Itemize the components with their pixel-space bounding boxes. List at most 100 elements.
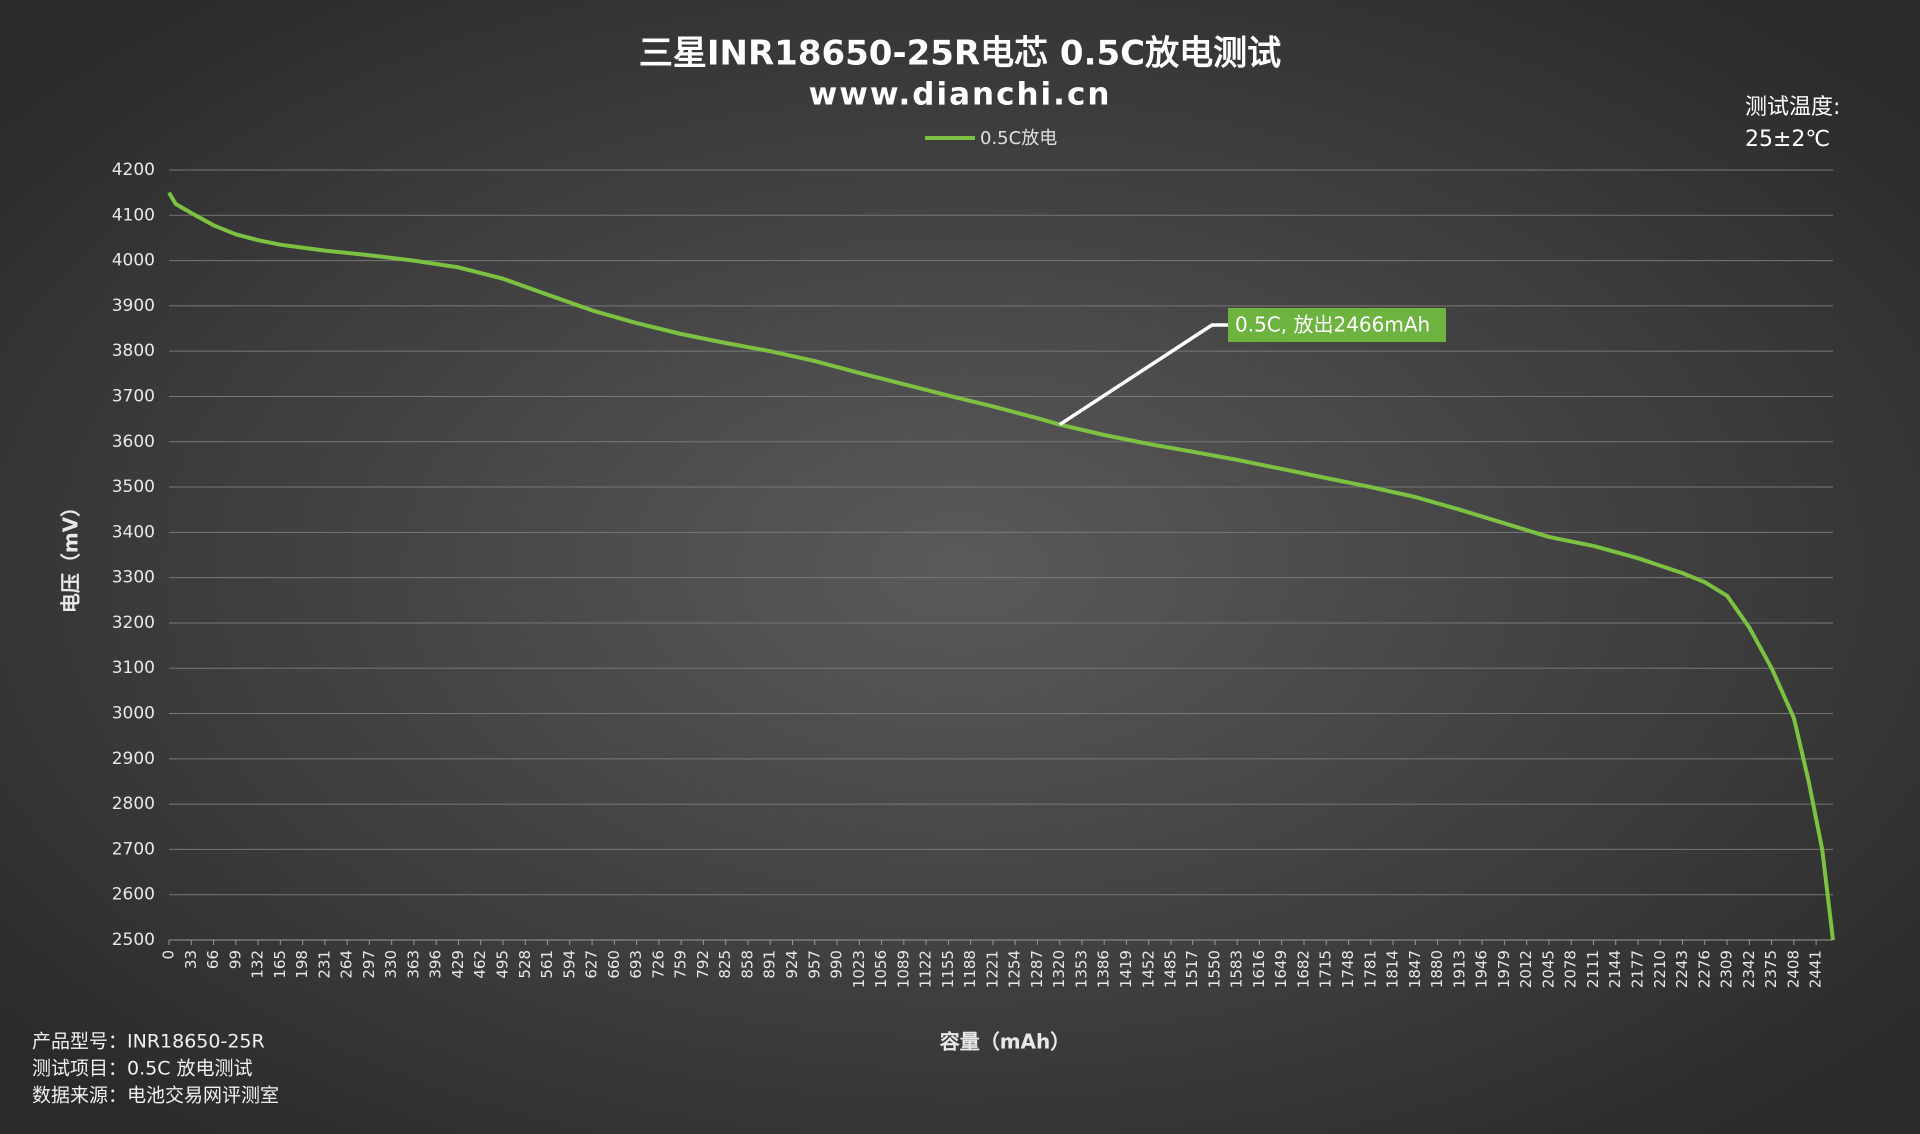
legend-label: 0.5C放电 (980, 128, 1057, 149)
data-line (167, 191, 1835, 941)
y-tick-label: 3900 (112, 296, 155, 316)
x-tick-label: 2309 (1718, 950, 1736, 988)
x-tick-label: 2045 (1539, 950, 1557, 988)
annotation-leader (1058, 323, 1228, 427)
x-tick-label: 1517 (1183, 950, 1201, 988)
x-tick-label: 561 (538, 950, 556, 979)
x-tick-label: 726 (649, 950, 667, 979)
x-tick-label: 1616 (1250, 950, 1268, 988)
x-tick-label: 1221 (983, 950, 1001, 988)
x-tick-label: 1254 (1006, 950, 1024, 988)
x-tick-label: 924 (783, 950, 801, 979)
x-tick-label: 429 (449, 950, 467, 979)
x-tick-label: 0 (160, 950, 178, 960)
y-tick-label: 3800 (112, 341, 155, 361)
x-tick-label: 1122 (917, 950, 935, 988)
x-tick-label: 1188 (961, 950, 979, 988)
x-tick-label: 1089 (894, 950, 912, 988)
x-tick-label: 1649 (1272, 950, 1290, 988)
x-tick-label: 759 (672, 950, 690, 979)
chart-subtitle: www.dianchi.cn (809, 77, 1112, 113)
x-tick-label: 2012 (1517, 950, 1535, 988)
chart-title: 三星INR18650-25R电芯 0.5C放电测试 (639, 34, 1281, 74)
x-tick-label: 1913 (1450, 950, 1468, 988)
y-tick-label: 3400 (112, 522, 155, 542)
x-tick-label: 792 (694, 950, 712, 979)
footer-note: 产品型号：INR18650-25R (32, 1031, 265, 1053)
x-tick-label: 1287 (1028, 950, 1046, 988)
y-tick-label: 2700 (112, 839, 155, 859)
x-tick-label: 1748 (1339, 950, 1357, 988)
annotation-box (1228, 308, 1446, 342)
x-tick-label: 297 (360, 950, 378, 979)
x-tick-label: 1056 (872, 950, 890, 988)
x-tick-label: 495 (494, 950, 512, 979)
y-tick-label: 2800 (112, 794, 155, 814)
x-tick-label: 627 (583, 950, 601, 979)
x-tick-label: 2342 (1740, 950, 1758, 988)
x-tick-label: 1880 (1428, 950, 1446, 988)
x-tick-label: 858 (738, 950, 756, 979)
x-tick-label: 1814 (1384, 950, 1402, 988)
x-tick-label: 891 (761, 950, 779, 979)
temperature-label: 测试温度: (1745, 95, 1840, 120)
y-tick-label: 3100 (112, 658, 155, 678)
x-axis-label: 容量（mAh） (940, 1030, 1071, 1054)
x-tick-label: 660 (605, 950, 623, 979)
y-tick-label: 2500 (112, 930, 155, 950)
x-tick-label: 957 (805, 950, 823, 979)
x-tick-label: 1583 (1228, 950, 1246, 988)
x-tick-label: 330 (382, 950, 400, 979)
y-tick-label: 3700 (112, 386, 155, 406)
x-tick-label: 2276 (1695, 950, 1713, 988)
x-tick-label: 1419 (1117, 950, 1135, 988)
x-tick-label: 99 (226, 950, 244, 969)
y-tick-label: 3000 (112, 704, 155, 724)
x-tick-label: 2375 (1762, 950, 1780, 988)
x-tick-label: 1023 (850, 950, 868, 988)
y-tick-label: 2600 (112, 885, 155, 905)
x-tick-label: 66 (204, 950, 222, 969)
x-tick-label: 33 (182, 950, 200, 969)
x-tick-label: 462 (471, 950, 489, 979)
x-tick-label: 264 (338, 950, 356, 979)
x-tick-label: 2243 (1673, 950, 1691, 988)
y-tick-label: 3200 (112, 613, 155, 633)
x-tick-label: 1979 (1495, 950, 1513, 988)
x-tick-label: 1781 (1361, 950, 1379, 988)
x-tick-label: 363 (404, 950, 422, 979)
x-tick-label: 2210 (1651, 950, 1669, 988)
y-tick-label: 2900 (112, 749, 155, 769)
x-tick-label: 1550 (1205, 950, 1223, 988)
x-tick-label: 528 (516, 950, 534, 979)
x-tick-label: 2441 (1807, 950, 1825, 988)
x-tick-label: 2177 (1628, 950, 1646, 988)
x-tick-label: 2144 (1606, 950, 1624, 988)
footer-note: 数据来源：电池交易网评测室 (32, 1085, 279, 1107)
x-tick-label: 1946 (1473, 950, 1491, 988)
x-tick-label: 1847 (1406, 950, 1424, 988)
y-axis-label: 电压（mV） (59, 497, 83, 613)
x-tick-label: 231 (315, 950, 333, 979)
temperature: 25±2℃ (1745, 127, 1830, 152)
x-tick-label: 2408 (1784, 950, 1802, 988)
x-tick-label: 1715 (1317, 950, 1335, 988)
x-tick-label: 132 (249, 950, 267, 979)
footer-note: 测试项目：0.5C 放电测试 (32, 1058, 253, 1080)
x-tick-label: 396 (427, 950, 445, 979)
x-tick-label: 1386 (1095, 950, 1113, 988)
x-tick-label: 2078 (1562, 950, 1580, 988)
x-tick-label: 2111 (1584, 950, 1602, 988)
x-tick-label: 1353 (1072, 950, 1090, 988)
y-tick-label: 4000 (112, 251, 155, 271)
x-tick-label: 1682 (1294, 950, 1312, 988)
x-tick-label: 1320 (1050, 950, 1068, 988)
y-tick-label: 3600 (112, 432, 155, 452)
y-tick-label: 3500 (112, 477, 155, 497)
x-tick-label: 693 (627, 950, 645, 979)
x-tick-label: 594 (560, 950, 578, 979)
x-tick-label: 1155 (939, 950, 957, 988)
y-tick-label: 4100 (112, 205, 155, 225)
